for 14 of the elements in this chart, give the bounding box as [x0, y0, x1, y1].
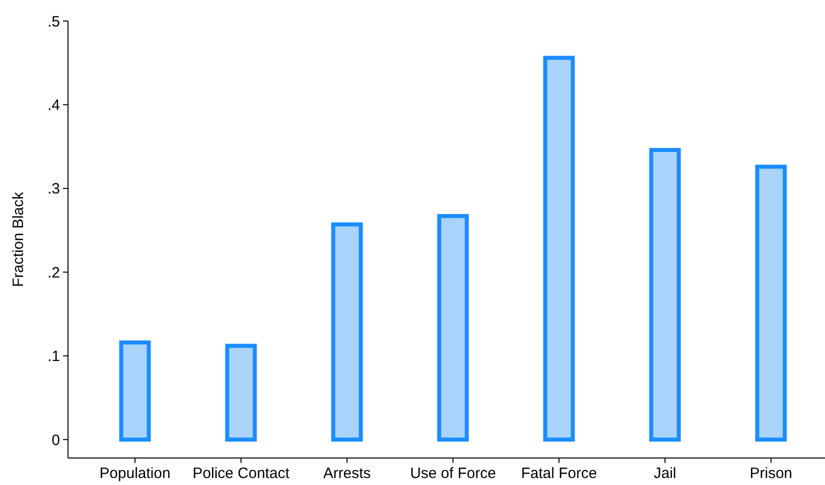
y-tick-label: 0	[52, 432, 60, 449]
y-tick-label: .5	[47, 13, 60, 30]
x-tick-label: Fatal Force	[521, 465, 597, 482]
y-tick-label: .2	[47, 264, 60, 282]
y-axis-title: Fraction Black	[10, 191, 27, 288]
y-tick-label: .1	[47, 348, 60, 366]
x-tick-label: Prison	[750, 465, 792, 482]
x-tick-label: Police Contact	[192, 465, 290, 482]
x-tick-label: Population	[100, 465, 170, 482]
y-tick-label: .3	[47, 180, 60, 198]
x-tick-label: Arrests	[323, 465, 371, 482]
x-tick-label: Use of Force	[410, 465, 496, 482]
y-tick-label: .4	[47, 96, 60, 114]
x-tick-label: Jail	[654, 465, 676, 482]
